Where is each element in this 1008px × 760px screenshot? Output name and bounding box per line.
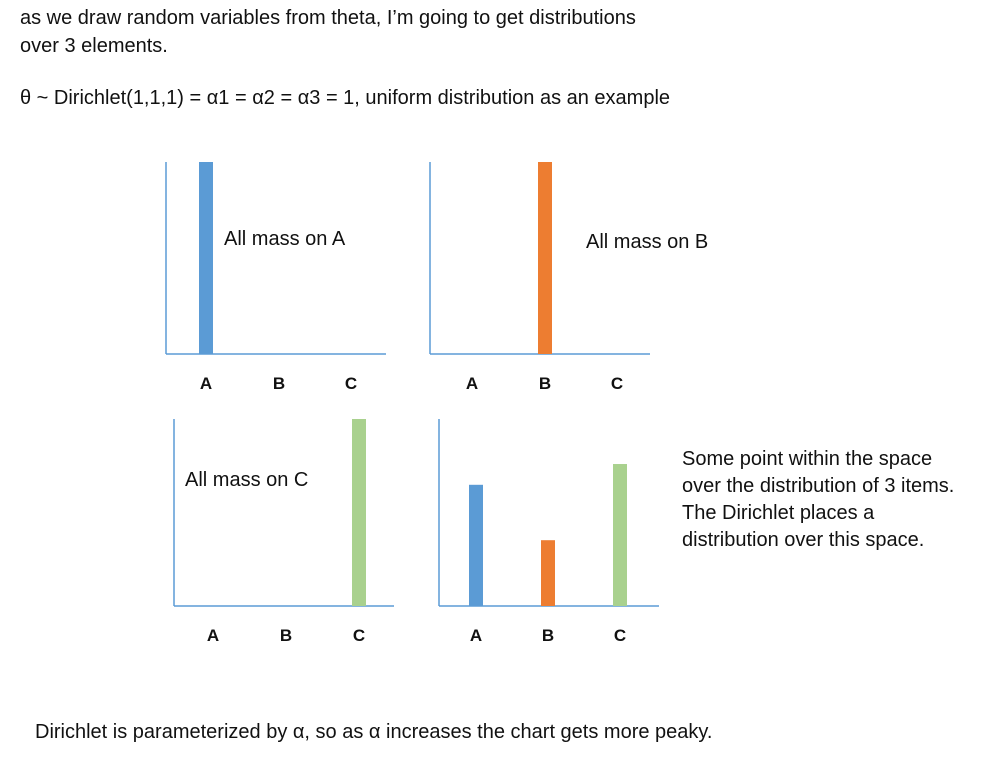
x-tick-label-b: B <box>280 626 292 645</box>
bar-a <box>469 484 483 606</box>
footer-text: Dirichlet is parameterized by α, so as α… <box>35 721 713 743</box>
note-line-3: The Dirichlet places a <box>682 502 875 524</box>
bar-c <box>613 464 627 606</box>
chart-annotation: All mass on C <box>185 469 308 491</box>
chart-annotation: All mass on A <box>224 228 346 250</box>
chart-all-mass-on-c: A B C All mass on C <box>173 419 394 645</box>
x-tick-label-c: C <box>614 626 626 645</box>
intro-line-1: as we draw random variables from theta, … <box>20 7 636 29</box>
x-tick-label-c: C <box>353 626 365 645</box>
dirichlet-space-note: Some point within the space over the dis… <box>682 446 954 554</box>
chart-all-mass-on-b: A B C All mass on B <box>429 162 708 393</box>
bar-a <box>199 162 213 354</box>
x-tick-label-b: B <box>273 374 285 393</box>
intro-line-2: over 3 elements. <box>20 35 168 57</box>
x-tick-label-b: B <box>539 374 551 393</box>
x-tick-label-b: B <box>542 626 554 645</box>
x-tick-label-a: A <box>200 374 212 393</box>
x-tick-label-a: A <box>207 626 219 645</box>
note-line-4: distribution over this space. <box>682 529 925 551</box>
x-tick-label-a: A <box>470 626 482 645</box>
x-tick-label-c: C <box>345 374 357 393</box>
x-tick-label-c: C <box>611 374 623 393</box>
chart-mixed-distribution: A B C <box>438 419 659 645</box>
chart-annotation: All mass on B <box>586 231 708 253</box>
note-line-1: Some point within the space <box>682 448 933 470</box>
note-line-2: over the distribution of 3 items. <box>682 475 955 497</box>
bar-b <box>541 540 555 606</box>
x-tick-label-a: A <box>466 374 478 393</box>
chart-all-mass-on-a: A B C All mass on A <box>165 162 386 393</box>
theta-definition: θ ~ Dirichlet(1,1,1) = α1 = α2 = α3 = 1,… <box>20 87 671 109</box>
bar-c <box>352 419 366 606</box>
intro-text: as we draw random variables from theta, … <box>20 4 636 60</box>
bar-b <box>538 162 552 354</box>
